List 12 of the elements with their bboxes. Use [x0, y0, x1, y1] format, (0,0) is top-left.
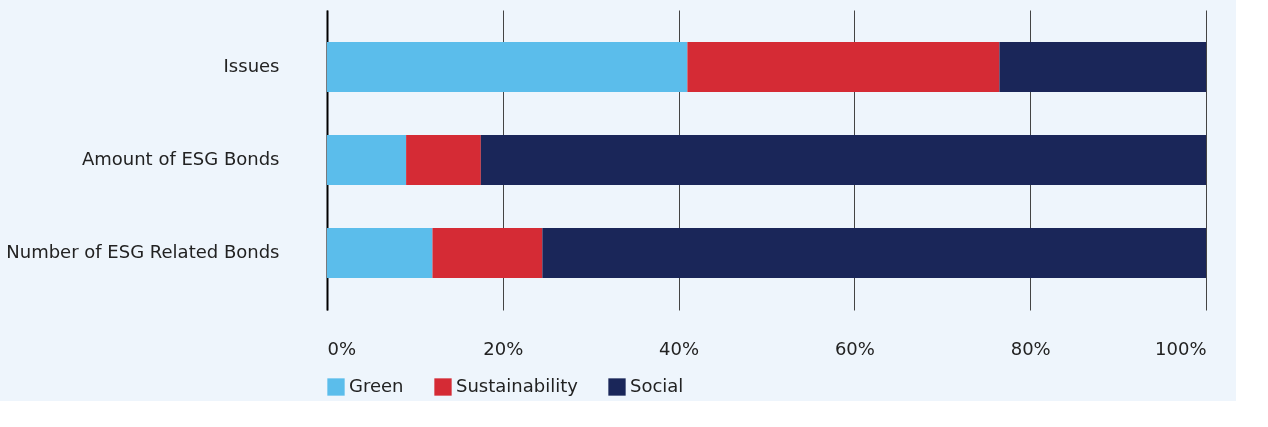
y-tick-label: Amount of ESG Bonds	[81, 148, 280, 169]
x-tick-label: 20%	[483, 337, 524, 359]
x-tick-label: 80%	[1010, 337, 1051, 359]
legend-label: Social	[630, 375, 684, 396]
x-tick-label: 60%	[834, 337, 875, 359]
x-tick-label: 40%	[659, 337, 700, 359]
legend-label: Sustainability	[456, 375, 579, 396]
x-tick-label: 100%	[1155, 337, 1207, 359]
y-tick-label: Number of ESG Related Bonds	[6, 240, 280, 262]
legend-label: Green	[349, 375, 404, 396]
y-tick-label: Issues	[223, 55, 280, 77]
x-tick-label: 0%	[327, 337, 357, 359]
